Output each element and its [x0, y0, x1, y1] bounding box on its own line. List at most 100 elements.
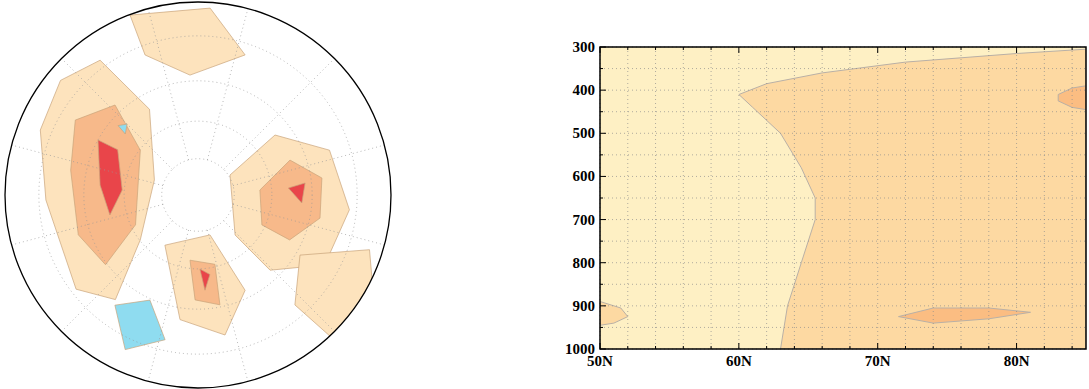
map-region — [98, 140, 122, 215]
x-minor-tick — [822, 346, 823, 349]
y-minor-tick — [600, 284, 603, 285]
y-minor-tick — [600, 327, 603, 328]
x-tick-label: 60N — [726, 353, 752, 369]
map-region — [130, 8, 245, 75]
y-minor-tick — [600, 198, 603, 199]
x-minor-tick — [683, 47, 684, 50]
y-tick-label: 300 — [573, 39, 596, 55]
x-tick — [738, 343, 739, 349]
meridian — [12, 145, 163, 186]
y-tick — [600, 47, 606, 48]
x-minor-tick — [988, 47, 989, 50]
y-tick — [600, 262, 606, 263]
grid-line-y — [600, 327, 1086, 328]
x-minor-tick — [933, 346, 934, 349]
grid-line-y — [600, 154, 1086, 155]
meridian — [224, 221, 335, 332]
grid-line-x — [766, 47, 767, 349]
x-tick-label: 70N — [865, 353, 891, 369]
parallel — [39, 36, 357, 354]
map-region — [118, 124, 127, 134]
grid-line-x — [877, 47, 878, 349]
section-region — [899, 308, 1031, 323]
grid — [600, 47, 1086, 349]
y-tick — [600, 305, 606, 306]
x-minor-tick — [711, 346, 712, 349]
grid-line-y — [600, 90, 1086, 91]
x-minor-tick — [961, 346, 962, 349]
meridian — [148, 9, 189, 160]
map-region — [190, 260, 220, 305]
x-minor-tick — [822, 47, 823, 50]
grid-line-x — [711, 47, 712, 349]
axes: 50N60N70N80N3004005006007008009001000 — [565, 39, 1072, 369]
y-tick-label: 1000 — [565, 341, 595, 357]
map-border — [5, 2, 391, 388]
grid-line-x — [738, 47, 739, 349]
map-region — [40, 60, 154, 299]
y-tick — [600, 90, 606, 91]
grid-line-y — [600, 219, 1086, 220]
meridian — [233, 204, 384, 245]
section-fields — [600, 47, 1086, 349]
y-tick — [600, 133, 606, 134]
x-minor-tick — [849, 47, 850, 50]
x-minor-tick — [794, 47, 795, 50]
grid-line-x — [683, 47, 684, 349]
x-minor-tick — [627, 346, 628, 349]
grid-line-y — [600, 262, 1086, 263]
meridian — [62, 59, 173, 170]
y-tick-label: 500 — [573, 125, 596, 141]
x-minor-tick — [655, 47, 656, 50]
x-minor-tick — [1072, 47, 1073, 50]
x-tick — [1016, 343, 1017, 349]
map-region — [260, 160, 322, 240]
map-region — [115, 300, 165, 350]
y-minor-tick — [600, 154, 603, 155]
x-minor-tick — [961, 47, 962, 50]
map-region — [200, 269, 210, 290]
grid-line-y — [600, 284, 1086, 285]
y-tick — [600, 219, 606, 220]
y-tick — [600, 349, 606, 350]
meridian — [62, 221, 173, 332]
x-minor-tick — [988, 346, 989, 349]
map-region — [230, 135, 349, 270]
x-tick-label: 80N — [1004, 353, 1030, 369]
meridian — [207, 230, 248, 381]
map-region — [165, 235, 245, 335]
section-region — [600, 47, 1086, 349]
map-background — [5, 2, 391, 388]
grid-line-x — [794, 47, 795, 349]
grid-line-y — [600, 111, 1086, 112]
meridian — [148, 230, 189, 381]
section-region — [600, 302, 628, 326]
y-tick-label: 900 — [573, 298, 596, 314]
x-minor-tick — [849, 346, 850, 349]
figure: 50N60N70N80N3004005006007008009001000 — [0, 0, 1089, 389]
x-minor-tick — [1044, 346, 1045, 349]
grid-line-x — [822, 47, 823, 349]
y-tick-label: 600 — [573, 168, 596, 184]
x-tick — [877, 343, 878, 349]
x-tick — [600, 343, 601, 349]
x-minor-tick — [1072, 346, 1073, 349]
grid-line-y — [600, 241, 1086, 242]
grid-line-y — [600, 305, 1086, 306]
meridian — [207, 9, 248, 160]
x-minor-tick — [711, 47, 712, 50]
parallel — [162, 159, 235, 232]
x-minor-tick — [905, 47, 906, 50]
grid-line-x — [905, 47, 906, 349]
grid-line-y — [600, 68, 1086, 69]
y-minor-tick — [600, 111, 603, 112]
map-region — [71, 105, 141, 265]
y-tick — [600, 176, 606, 177]
meridian — [233, 145, 384, 186]
y-tick-label: 700 — [573, 212, 596, 228]
x-minor-tick — [766, 47, 767, 50]
x-minor-tick — [1044, 47, 1045, 50]
grid-line-x — [655, 47, 656, 349]
x-minor-tick — [794, 346, 795, 349]
grid-line-y — [600, 176, 1086, 177]
